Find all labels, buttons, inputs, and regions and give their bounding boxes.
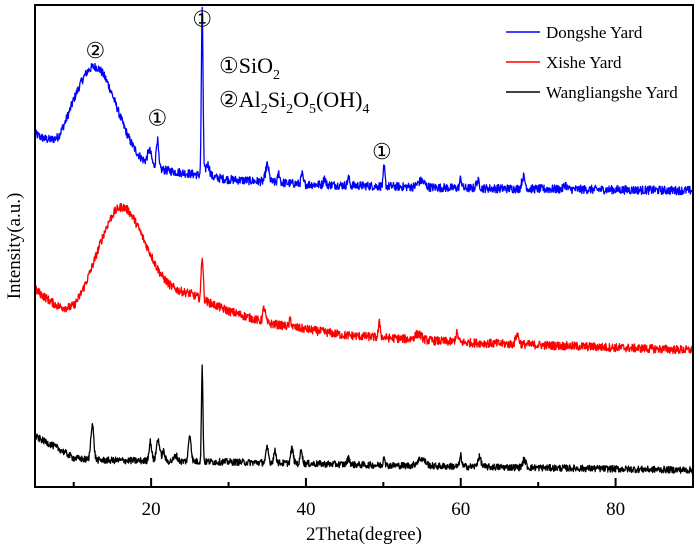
y-axis-label: Intensity(a.u.): [4, 193, 25, 300]
x-tick-label: 40: [296, 499, 315, 520]
x-tick-label: 60: [451, 499, 470, 520]
peak-annotation: ①: [192, 6, 212, 31]
x-axis-label: 2Theta(degree): [306, 524, 422, 545]
plot-frame: [34, 4, 694, 488]
legend-label-xishe: Xishe Yard: [546, 53, 622, 72]
legend-label-wangliangshe: Wangliangshe Yard: [546, 83, 678, 102]
phase-key-kaolinite: ②Al2Si2O5(OH)4: [219, 87, 369, 117]
legend-label-dongshe: Dongshe Yard: [546, 23, 643, 42]
phase-key: ①SiO2 ②Al2Si2O5(OH)4: [219, 53, 369, 117]
series-line-xishe-yard: [34, 202, 694, 355]
x-axis: 20 40 60 80: [72, 478, 625, 520]
x-tick-label: 20: [142, 499, 161, 520]
series-line-wangliangshe-yard: [34, 364, 694, 474]
series-line-dongshe-yard: [34, 6, 694, 196]
peak-annotation: ①: [372, 139, 392, 164]
peak-annotation: ①: [147, 105, 167, 130]
x-tick-label: 80: [606, 499, 625, 520]
phase-key-sio2: ①SiO2: [219, 53, 280, 83]
peak-annotations: ② ① ① ①: [86, 6, 392, 164]
series-layer: [34, 6, 694, 474]
legend: Dongshe Yard Xishe Yard Wangliangshe Yar…: [506, 23, 678, 102]
peak-annotation: ②: [86, 38, 106, 63]
